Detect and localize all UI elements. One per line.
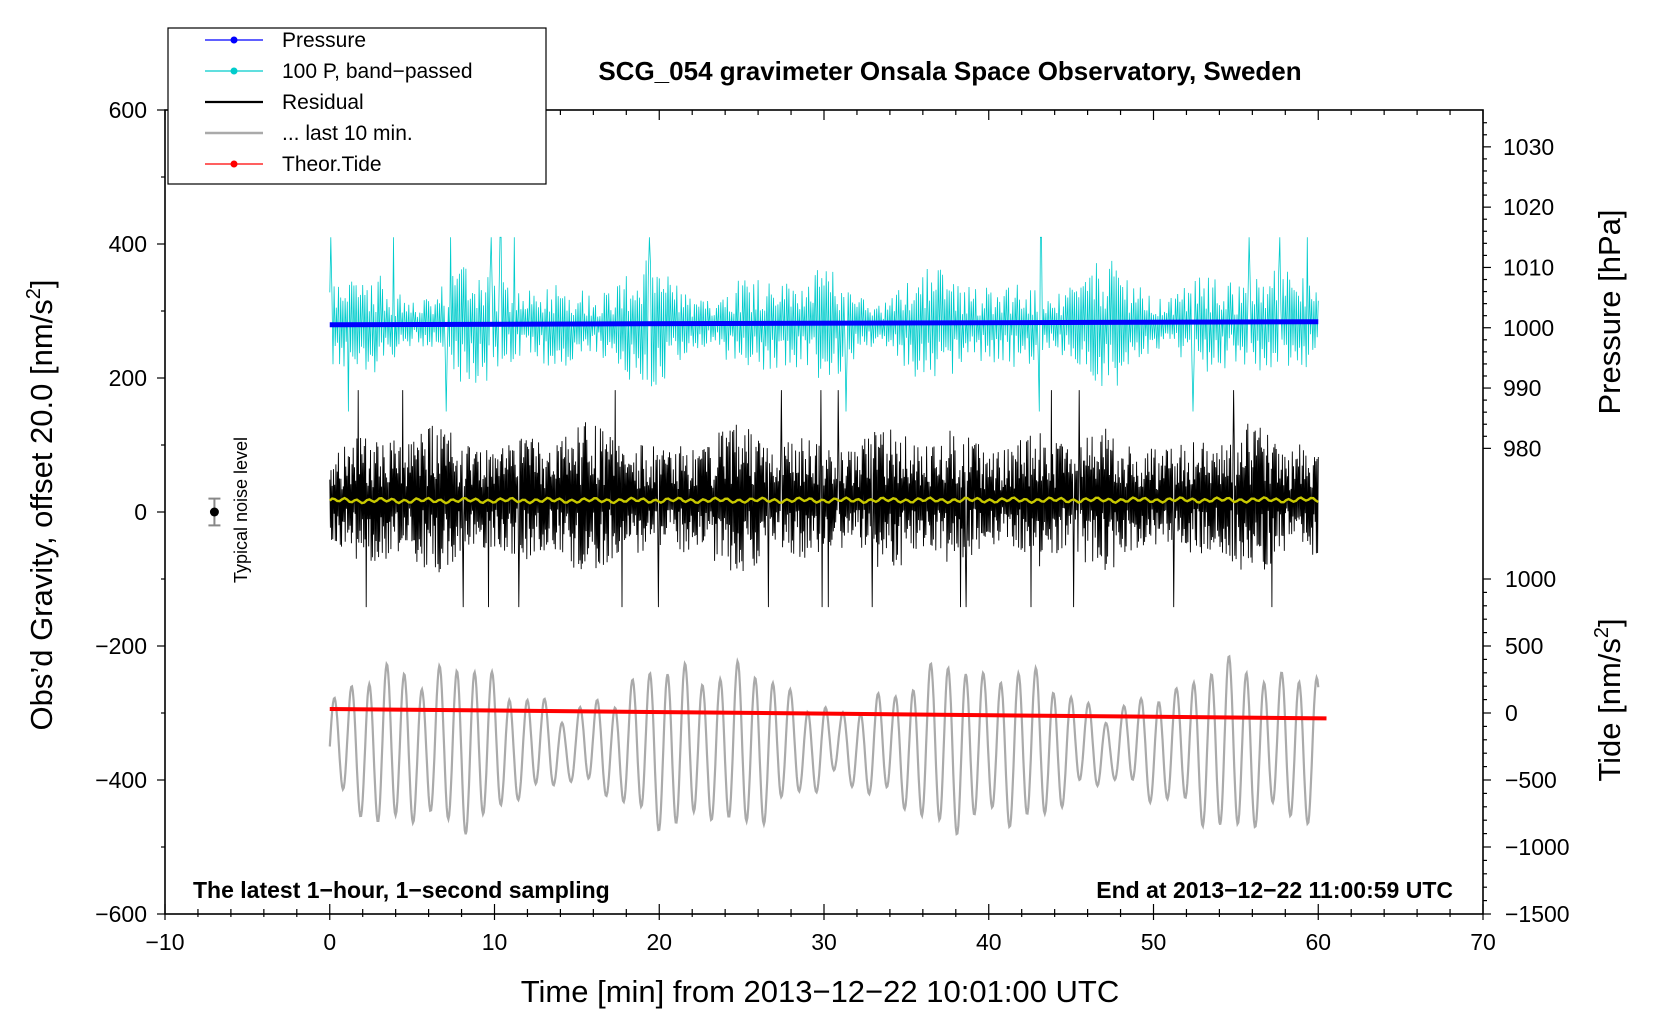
y-tick-label: −600 — [95, 901, 147, 927]
note-right: End at 2013−12−22 11:00:59 UTC — [1096, 877, 1453, 903]
legend-entry-pressure: Pressure — [205, 29, 366, 52]
legend-entry-residual: Residual — [205, 91, 364, 114]
legend-entry-bandpassed: 100 P, band−passed — [205, 60, 473, 83]
noise-point — [209, 507, 219, 517]
svg-text:... last 10 min.: ... last 10 min. — [282, 122, 413, 145]
series-last-10-min — [328, 654, 1320, 836]
legend-entry-theor-tide: Theor.Tide — [205, 153, 382, 176]
y-tick-label: −200 — [95, 633, 147, 659]
pressure-tick-label: 1010 — [1503, 254, 1554, 280]
legend-box — [167, 27, 547, 185]
tide-tick-label: 500 — [1505, 633, 1543, 659]
smoothed-line — [329, 496, 1319, 505]
series-residual — [329, 390, 1319, 608]
svg-text:Residual: Residual — [282, 91, 364, 114]
tide-tick-label: −1000 — [1505, 834, 1570, 860]
pressure-tick-label: 1000 — [1503, 315, 1554, 341]
pressure-tick-label: 1030 — [1503, 134, 1554, 160]
legend: Pressure 100 P, band−passed Residual ...… — [167, 27, 547, 185]
bandpassed-line — [329, 236, 1319, 412]
x-tick-label: 0 — [323, 929, 336, 955]
noise-level-marker — [208, 497, 221, 527]
y-tick-labels: −600 −400 −200 0 200 400 600 — [95, 97, 147, 927]
x-tick-label: 70 — [1470, 929, 1496, 955]
y-tick-label: −400 — [95, 767, 147, 793]
chart-title: SCG_054 gravimeter Onsala Space Observat… — [598, 56, 1301, 86]
y-tick-label: 200 — [109, 365, 147, 391]
y-tick-label: 600 — [109, 97, 147, 123]
pressure-line — [329, 319, 1319, 328]
x-tick-labels: −10 0 10 20 30 40 50 60 70 — [145, 929, 1495, 955]
pressure-tick-labels: 980 990 1000 1010 1020 1030 — [1503, 134, 1554, 462]
y-tick-label: 400 — [109, 231, 147, 257]
svg-text:100 P, band−passed: 100 P, band−passed — [282, 60, 473, 83]
tide-tick-label: 0 — [1505, 700, 1518, 726]
x-tick-label: 40 — [976, 929, 1002, 955]
y-tick-label: 0 — [134, 499, 147, 525]
tide-tick-label: −1500 — [1505, 901, 1570, 927]
series-bandpassed-pressure — [329, 236, 1319, 412]
x-tick-label: 60 — [1305, 929, 1331, 955]
pressure-tick-label: 980 — [1503, 435, 1541, 461]
residual-line — [329, 390, 1319, 608]
tide-tick-labels: −1500 −1000 −500 0 500 1000 — [1505, 566, 1570, 927]
noise-level-label: Typical noise level — [231, 437, 251, 583]
tide-tick-label: −500 — [1505, 767, 1557, 793]
note-left: The latest 1−hour, 1−second sampling — [193, 877, 610, 903]
series-theoretical-tide — [329, 706, 1327, 721]
tide-tick-label: 1000 — [1505, 566, 1556, 592]
y-axis-title: Obs’d Gravity, offset 20.0 [nm/s2] — [23, 279, 59, 730]
legend-entry-last-10-min: ... last 10 min. — [205, 122, 413, 145]
pressure-axis-title: Pressure [hPa] — [1592, 209, 1627, 414]
series-residual-smoothed — [329, 496, 1319, 505]
pressure-tick-label: 1020 — [1503, 194, 1554, 220]
pressure-tick-label: 990 — [1503, 375, 1541, 401]
svg-text:Pressure: Pressure — [282, 29, 366, 52]
x-tick-label: 30 — [811, 929, 837, 955]
x-tick-label: −10 — [145, 929, 184, 955]
x-tick-label: 50 — [1141, 929, 1167, 955]
series-pressure — [329, 319, 1319, 328]
tide-line — [329, 706, 1327, 721]
svg-text:Theor.Tide: Theor.Tide — [282, 153, 382, 176]
x-tick-label: 20 — [646, 929, 672, 955]
tide-axis-title: Tide [nm/s2] — [1591, 618, 1627, 781]
last-10-min-line — [328, 654, 1320, 836]
axis-ticks — [157, 109, 1491, 920]
x-tick-label: 10 — [482, 929, 508, 955]
x-axis-title: Time [min] from 2013−12−22 10:01:00 UTC — [521, 974, 1120, 1009]
